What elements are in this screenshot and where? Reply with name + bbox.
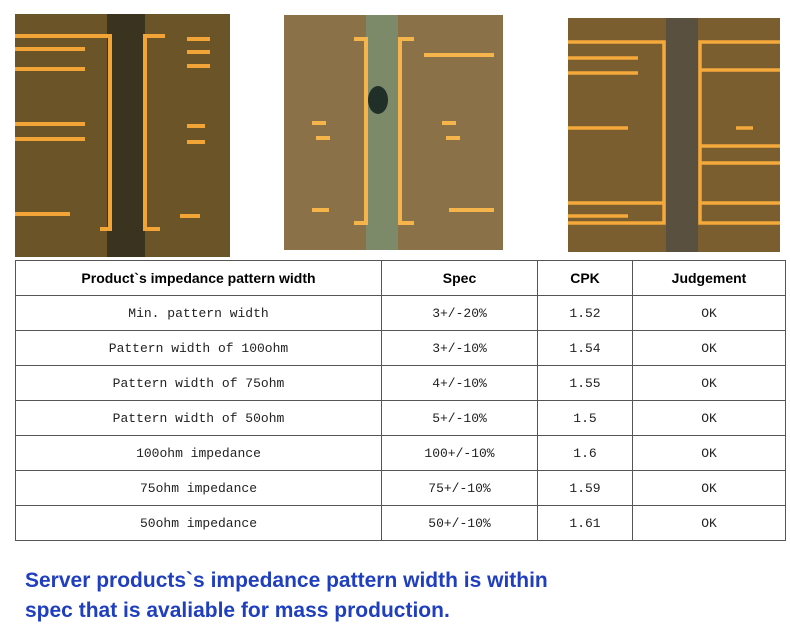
header-cell: CPK [537, 260, 633, 296]
table-cell: 4+/-10% [381, 365, 538, 401]
table-cell: 1.61 [537, 505, 633, 541]
table-cell: OK [632, 365, 786, 401]
header-row: Product`s impedance pattern width Spec CPK… [15, 260, 786, 296]
micrograph-1 [15, 14, 230, 257]
table-cell: 1.54 [537, 330, 633, 366]
table-row: Pattern width of 100ohm 3+/-10% 1.54 OK [15, 330, 786, 366]
micrograph-2 [284, 15, 503, 250]
header-cell: Product`s impedance pattern width [15, 260, 382, 296]
table-cell: Pattern width of 50ohm [15, 400, 382, 436]
micrograph-3 [568, 18, 780, 252]
table-cell: 3+/-10% [381, 330, 538, 366]
table-row: Pattern width of 50ohm 5+/-10% 1.5 OK [15, 400, 786, 436]
table-cell: 1.55 [537, 365, 633, 401]
table-cell: 1.5 [537, 400, 633, 436]
table-cell: 50+/-10% [381, 505, 538, 541]
table-cell: 1.52 [537, 295, 633, 331]
table-cell: Pattern width of 75ohm [15, 365, 382, 401]
table-cell: 1.6 [537, 435, 633, 471]
table-cell: 1.59 [537, 470, 633, 506]
header-cell: Spec [381, 260, 538, 296]
table-cell: Pattern width of 100ohm [15, 330, 382, 366]
table-row: 100ohm impedance 100+/-10% 1.6 OK [15, 435, 786, 471]
table-row: 75ohm impedance 75+/-10% 1.59 OK [15, 470, 786, 506]
table-row: Pattern width of 75ohm 4+/-10% 1.55 OK [15, 365, 786, 401]
caption-line: Server products`s impedance pattern widt… [25, 569, 548, 592]
table-cell: 3+/-20% [381, 295, 538, 331]
table-cell: OK [632, 435, 786, 471]
table-cell: OK [632, 470, 786, 506]
table-cell: Min. pattern width [15, 295, 382, 331]
caption-line: spec that is avaliable for mass producti… [25, 599, 450, 622]
table-cell: OK [632, 330, 786, 366]
table-cell: 100ohm impedance [15, 435, 382, 471]
spec-table: Product`s impedance pattern width Spec CPK… [15, 260, 786, 541]
header-cell: Judgement [632, 260, 786, 296]
table-cell: 75+/-10% [381, 470, 538, 506]
table-row: 50ohm impedance 50+/-10% 1.61 OK [15, 505, 786, 541]
table-cell: 75ohm impedance [15, 470, 382, 506]
table-row: Min. pattern width 3+/-20% 1.52 OK [15, 295, 786, 331]
table-cell: OK [632, 295, 786, 331]
table-cell: 50ohm impedance [15, 505, 382, 541]
table-cell: 5+/-10% [381, 400, 538, 436]
table-cell: OK [632, 505, 786, 541]
table-cell: OK [632, 400, 786, 436]
table-cell: 100+/-10% [381, 435, 538, 471]
table-body: Min. pattern width 3+/-20% 1.52 OK Pattern w… [15, 295, 786, 541]
